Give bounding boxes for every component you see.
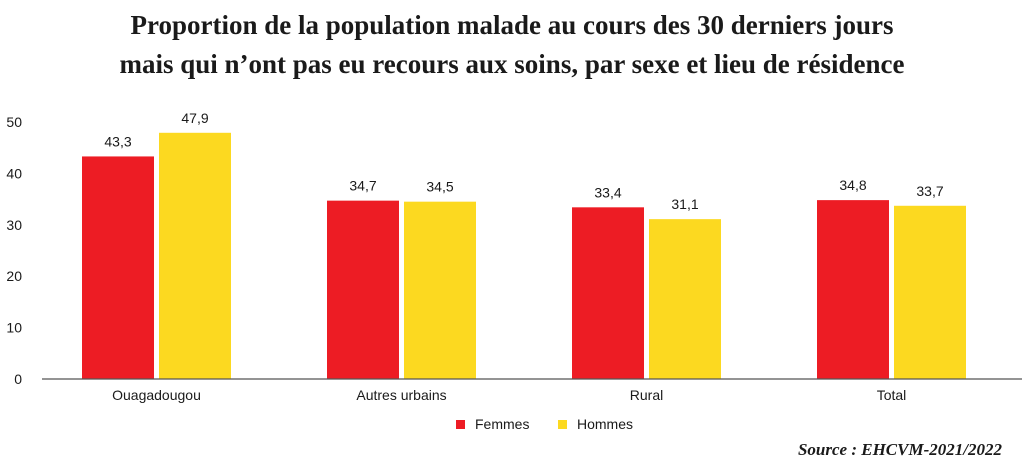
y-tick-label: 0 [14,371,22,387]
data-label: 34,5 [426,179,453,195]
bar-femmes-1 [327,200,399,379]
chart-title-line-1: Proportion de la population malade au co… [130,10,894,40]
bar-femmes-2 [572,207,644,379]
data-label: 33,4 [594,184,621,200]
y-tick-label: 30 [6,217,22,233]
data-label: 34,8 [839,177,866,193]
bar-hommes-2 [649,219,721,379]
data-label: 43,3 [104,133,131,149]
data-label: 47,9 [181,110,208,126]
x-tick-label: Autres urbains [356,387,446,403]
x-tick-label: Ouagadougou [112,387,201,403]
x-tick-label: Rural [630,387,663,403]
y-tick-label: 10 [6,320,22,336]
chart-title: Proportion de la population malade au co… [0,6,1024,84]
data-label: 33,7 [916,183,943,199]
bar-femmes-0 [82,156,154,379]
bar-hommes-1 [404,201,476,379]
legend-label-femmes: Femmes [475,416,529,432]
data-label: 34,7 [349,178,376,194]
bar-hommes-3 [894,205,966,379]
x-tick-label: Total [877,387,907,403]
chart-title-line-2: mais qui n’ont pas eu recours aux soins,… [119,49,905,79]
legend-label-hommes: Hommes [577,416,633,432]
y-tick-label: 50 [6,114,22,130]
bar-femmes-3 [817,200,889,379]
legend-swatch-hommes [558,420,567,429]
y-tick-label: 40 [6,165,22,181]
legend-swatch-femmes [456,420,465,429]
data-label: 31,1 [671,196,698,212]
source-note: Source : EHCVM-2021/2022 [797,440,1002,459]
y-tick-label: 20 [6,268,22,284]
bar-hommes-0 [159,132,231,379]
